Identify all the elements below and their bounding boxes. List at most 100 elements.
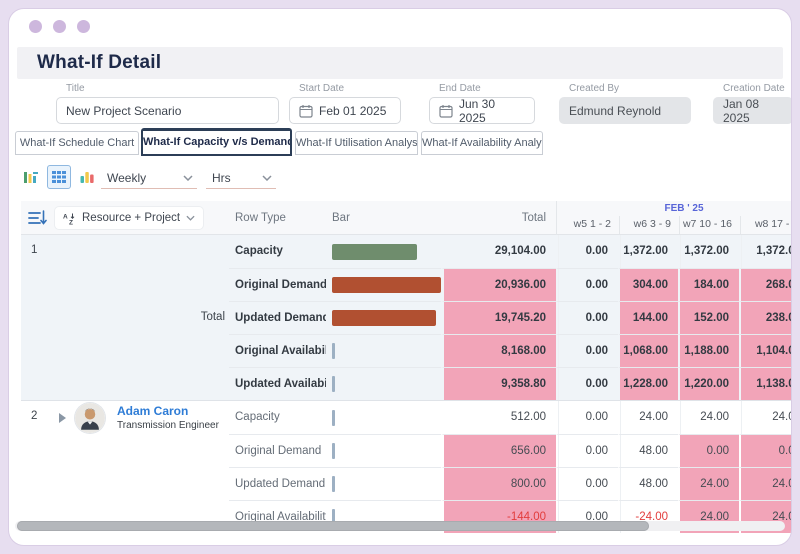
demand-bar <box>332 310 436 326</box>
horizontal-scrollbar <box>15 521 785 531</box>
period-select[interactable]: Weekly <box>101 167 197 189</box>
week-value: 24.00 <box>739 467 791 500</box>
week-value: 0.00 <box>556 301 618 334</box>
row-number: 1 <box>31 244 38 256</box>
chevron-down-icon <box>186 215 195 221</box>
unit-select[interactable]: Hrs <box>206 167 276 189</box>
start-date-picker[interactable]: Feb 01 2025 <box>289 97 401 124</box>
tick-bar <box>332 443 335 459</box>
bar-cell <box>326 467 441 500</box>
start-date-value: Feb 01 2025 <box>319 103 387 118</box>
resource-group: 1 Total Capacity 29,104.00 0.00 1,372.00 1,372… <box>21 235 791 400</box>
row-type-label: Original Availability <box>229 500 326 533</box>
week-header-group: FEB ' 25 w5 1 - 2 w6 3 - 9 w7 10 - 16 w8 17… <box>556 201 791 235</box>
window-dot-icon[interactable] <box>53 20 66 33</box>
calendar-icon <box>439 104 453 118</box>
gantt-view-icon <box>24 172 38 183</box>
bar-cell <box>326 235 441 268</box>
table-row: Updated Availability 9,358.800.001,228.00… <box>21 367 791 400</box>
expand-arrow-icon[interactable] <box>59 413 66 423</box>
week-value: 0.00 <box>556 235 618 268</box>
bar-cell <box>326 334 441 367</box>
week-value: 0.00 <box>556 467 618 500</box>
app-window: What-If Detail Title Start Date Feb 01 2… <box>8 8 792 546</box>
scrollbar-thumb[interactable] <box>17 521 649 531</box>
week-value: 1,188.00 <box>678 334 739 367</box>
title-field-label: Title <box>66 83 85 94</box>
chevron-down-icon <box>183 174 193 181</box>
avatar <box>75 403 105 433</box>
row-type-label: Updated Demand <box>229 301 326 334</box>
sort-icon[interactable] <box>27 210 47 226</box>
period-select-value: Weekly <box>107 170 147 185</box>
bar-cell <box>326 301 441 334</box>
row-type-label: Updated Availability <box>229 367 326 400</box>
tab-capacity-vs-demand[interactable]: What-If Capacity v/s Demand Ana <box>141 128 292 156</box>
created-by-label: Created By <box>569 83 620 94</box>
creation-date-value: Jan 08 2025 <box>713 97 791 125</box>
week-column-header: w6 3 - 9 <box>619 216 679 234</box>
tab-availability-analysis[interactable]: What-If Availability Analysis <box>421 131 543 155</box>
table-body: 1 Total Capacity 29,104.00 0.00 1,372.00 1,372… <box>21 235 791 533</box>
week-value: 24.00 <box>678 467 739 500</box>
week-value: 0.00 <box>556 334 618 367</box>
total-value: 29,104.00 <box>494 245 546 257</box>
month-header: FEB ' 25 <box>664 203 704 214</box>
gantt-view-button[interactable] <box>19 165 43 189</box>
bar-chart-view-button[interactable] <box>75 165 99 189</box>
total-value: 800.00 <box>441 467 556 500</box>
title-input[interactable] <box>66 103 269 118</box>
resource-identity: Adam Caron Transmission Engineer <box>117 404 219 431</box>
resource-cell: 1 Total <box>21 235 229 400</box>
week-value: 304.00 <box>618 268 678 301</box>
resource-group: 2 Adam Caron Transmission Engineer Capacity… <box>21 400 791 533</box>
week-column-header: w7 10 - 16 <box>679 216 740 234</box>
tick-bar <box>332 376 335 392</box>
total-value: 9,358.80 <box>441 367 556 400</box>
week-value: 0.00 <box>556 434 618 467</box>
page-header: What-If Detail <box>17 47 783 79</box>
total-value: 20,936.00 <box>441 268 556 301</box>
tick-bar <box>332 476 335 492</box>
week-value: 24.00 <box>678 401 739 434</box>
created-by-field: Created By Edmund Reynold <box>559 83 691 124</box>
tab-schedule-chart[interactable]: What-If Schedule Chart <box>15 131 139 155</box>
week-value: 48.00 <box>618 434 678 467</box>
column-header-row-type: Row Type <box>235 212 286 224</box>
window-dot-icon[interactable] <box>29 20 42 33</box>
week-value: 0.00 <box>678 434 739 467</box>
window-dot-icon[interactable] <box>77 20 90 33</box>
tick-bar <box>332 509 335 525</box>
bar-cell <box>326 500 441 533</box>
resource-name-link[interactable]: Adam Caron <box>117 404 189 418</box>
sort-by-value: Resource + Project <box>82 212 181 224</box>
table-row: Capacity 29,104.00 0.00 1,372.00 1,372.00 1,3… <box>21 235 791 268</box>
week-value: 1,104.00 <box>739 334 791 367</box>
svg-text:A: A <box>63 213 68 220</box>
week-value: 1,372.00 <box>739 235 791 268</box>
row-type-label: Original Demand <box>229 434 326 467</box>
bar-chart-view-icon <box>80 172 94 183</box>
grid-view-button[interactable] <box>47 165 71 189</box>
resource-cell: 2 Adam Caron Transmission Engineer <box>21 401 229 533</box>
resource-role: Transmission Engineer <box>117 420 219 431</box>
end-date-picker[interactable]: Jun 30 2025 <box>429 97 535 125</box>
week-value: -24.00 <box>618 500 678 533</box>
table-row: Original Demand 20,936.00 0.00 304.00 184.00… <box>21 268 791 301</box>
week-value: 184.00 <box>678 268 739 301</box>
bar-cell <box>326 367 441 400</box>
creation-date-field: Creation Date Jan 08 2025 <box>713 83 791 125</box>
bar-cell <box>326 434 441 467</box>
week-value: 152.00 <box>678 301 739 334</box>
week-value: 238.00 <box>739 301 791 334</box>
total-value: 512.00 <box>510 411 546 423</box>
calendar-icon <box>299 104 313 118</box>
tab-utilisation-analysis[interactable]: What-If Utilisation Analysis <box>295 131 418 155</box>
week-value: 0.00 <box>556 500 618 533</box>
week-value: 1,372.00 <box>678 235 739 268</box>
row-number: 2 <box>31 410 38 422</box>
demand-bar <box>332 277 441 293</box>
bar-cell <box>326 268 441 301</box>
